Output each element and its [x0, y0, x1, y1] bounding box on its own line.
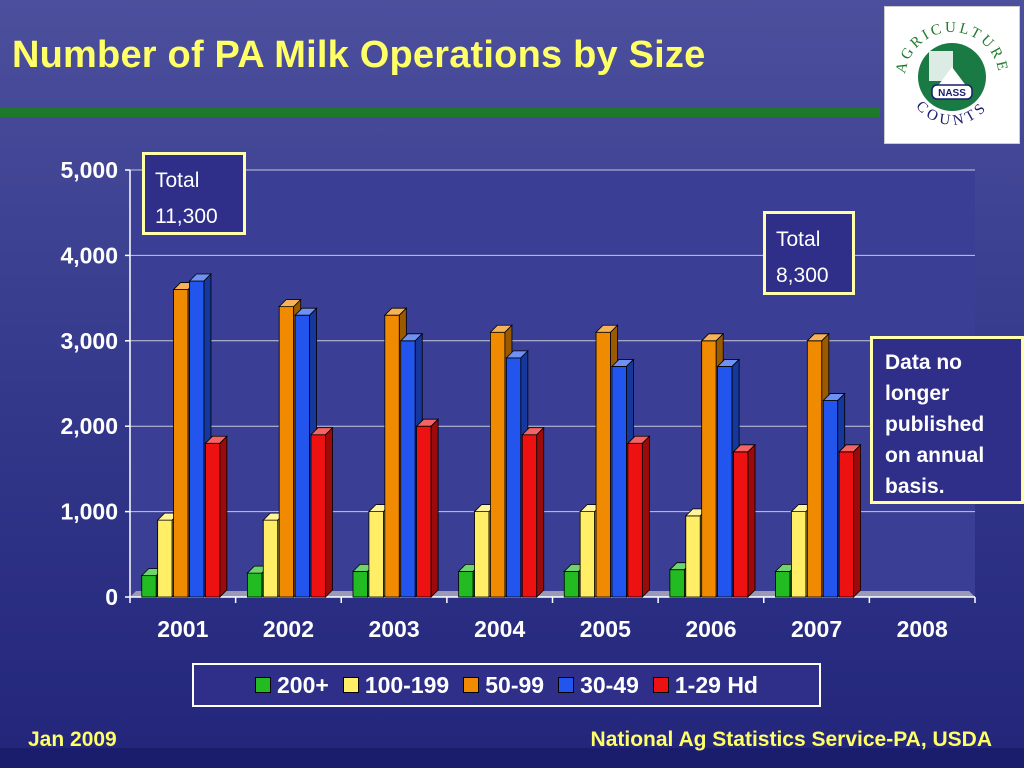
legend-item: 1-29 Hd: [652, 671, 758, 699]
bar: [732, 443, 756, 598]
total-2007-label: Total: [776, 228, 821, 251]
footer-bar: [0, 748, 1024, 768]
chart-legend: 200+ 100-199 50-99 30-49 1-29 Hd: [192, 663, 821, 707]
x-tick-label: 2005: [580, 616, 631, 642]
x-tick-label: 2003: [368, 616, 419, 642]
y-tick-label: 5,000: [60, 157, 118, 183]
legend-label: 50-99: [485, 671, 545, 698]
x-tick-label: 2006: [685, 616, 736, 642]
y-tick-label: 3,000: [60, 328, 118, 354]
legend-swatch: [463, 677, 480, 693]
x-tick-label: 2004: [474, 616, 525, 642]
legend-item: 30-49: [558, 672, 639, 699]
y-tick-label: 0: [105, 584, 118, 610]
legend-item: 200+: [255, 672, 329, 699]
title-underline: [0, 108, 880, 117]
legend-swatch: [558, 677, 575, 693]
legend-label: 100-199: [364, 671, 450, 698]
legend-label: 30-49: [580, 671, 639, 698]
bar: [626, 435, 651, 598]
legend-swatch: [652, 677, 669, 693]
total-2007-callout: Total 8,300: [763, 211, 855, 295]
total-2007-value: 8,300: [776, 264, 829, 287]
total-2001-callout: Total 11,300: [142, 152, 246, 235]
legend-label: 1-29 Hd: [674, 671, 758, 698]
legend-item: 50-99: [463, 672, 544, 699]
bar: [204, 435, 228, 598]
y-tick-label: 1,000: [60, 499, 118, 525]
total-2001-value: 11,300: [155, 205, 218, 228]
x-tick-label: 2008: [897, 616, 948, 642]
slide-title: Number of PA Milk Operations by Size: [12, 34, 706, 76]
bar: [521, 426, 545, 598]
y-tick-label: 2,000: [60, 413, 118, 439]
x-tick-label: 2001: [157, 616, 208, 642]
logo-badge-text: NASS: [938, 88, 966, 99]
footer-date: Jan 2009: [28, 728, 117, 751]
y-tick-label: 4,000: [60, 242, 118, 268]
legend-swatch: [342, 677, 359, 693]
legend-swatch: [255, 677, 271, 693]
bar: [188, 273, 212, 598]
bar: [415, 418, 440, 598]
data-note-box: Data no longer published on annual basis…: [870, 336, 1024, 504]
x-tick-label: 2002: [263, 616, 314, 642]
legend-item: 100-199: [342, 671, 450, 699]
data-note-text: Data no longer published on annual basis…: [885, 351, 985, 498]
footer-source: National Ag Statistics Service-PA, USDA: [590, 728, 992, 751]
total-2001-label: Total: [155, 169, 200, 192]
bar: [310, 426, 334, 598]
bar: [838, 443, 862, 598]
plot-floor: [130, 591, 975, 597]
nass-logo: AGRICULTURE NASS COUNTS: [884, 6, 1020, 144]
x-tick-label: 2007: [791, 616, 842, 642]
legend-label: 200+: [277, 671, 329, 698]
